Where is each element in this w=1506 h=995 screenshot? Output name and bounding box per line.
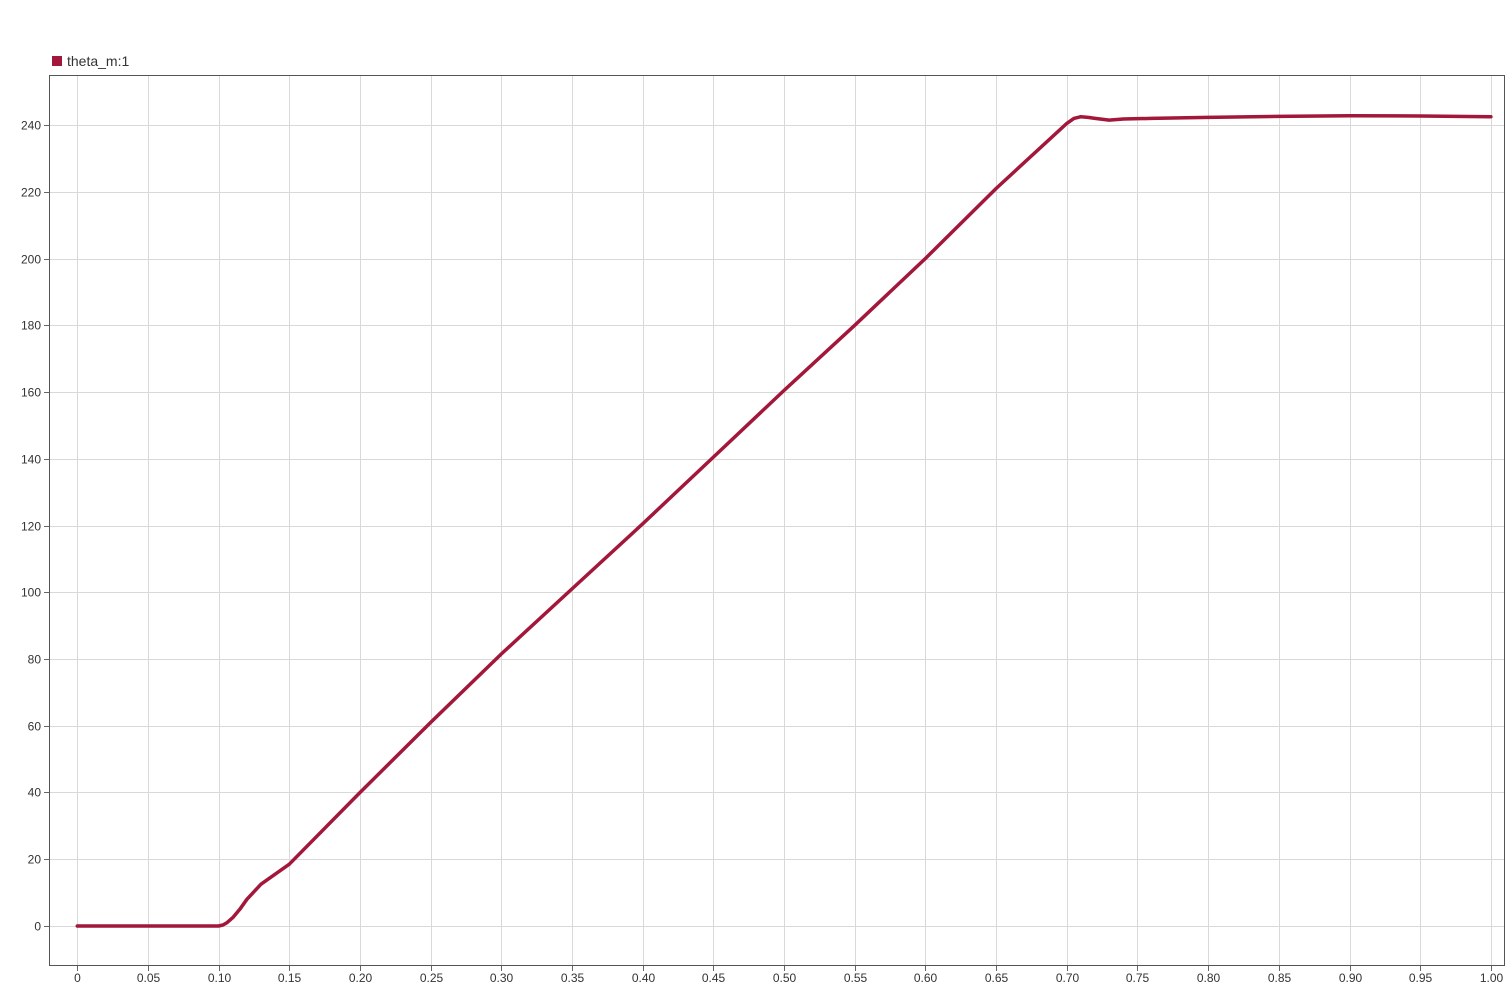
legend-label: theta_m:1: [67, 53, 130, 69]
series-line-0: [75, 113, 1493, 928]
x-tick-label: 0.10: [208, 971, 232, 985]
x-tick-label: 0.75: [1126, 971, 1150, 985]
y-tick-label: 120: [21, 520, 41, 534]
x-tick-label: 0.25: [420, 971, 444, 985]
x-tick-label: 0.80: [1197, 971, 1221, 985]
x-tick-label: 0.20: [349, 971, 373, 985]
x-tick-label: 0.70: [1056, 971, 1080, 985]
x-tick-label: 0.50: [773, 971, 797, 985]
y-tick-label: 140: [21, 453, 41, 467]
x-tick-label: 0.35: [561, 971, 585, 985]
y-tick-label: 160: [21, 386, 41, 400]
x-tick-label: 0.65: [985, 971, 1009, 985]
x-tick-label: 0.45: [702, 971, 726, 985]
x-tick-label: 1.00: [1480, 971, 1504, 985]
x-tick-label: 0.40: [632, 971, 656, 985]
x-tick-label: 0.90: [1339, 971, 1363, 985]
y-tick-label: 240: [21, 119, 41, 133]
y-tick-label: 0: [34, 920, 41, 934]
x-tick-label: 0: [74, 971, 81, 985]
x-tick-label: 0.85: [1268, 971, 1292, 985]
y-tick-label: 20: [28, 853, 42, 867]
legend-swatch: [52, 56, 62, 66]
x-tick-label: 0.95: [1409, 971, 1433, 985]
y-tick-label: 40: [28, 786, 42, 800]
x-tick-label: 0.60: [914, 971, 938, 985]
y-tick-label: 220: [21, 186, 41, 200]
y-tick-label: 80: [28, 653, 42, 667]
y-tick-label: 60: [28, 720, 42, 734]
y-tick-label: 100: [21, 586, 41, 600]
x-tick-label: 0.30: [490, 971, 514, 985]
legend[interactable]: theta_m:1: [52, 52, 129, 70]
y-tick-label: 180: [21, 319, 41, 333]
plot-frame: [49, 75, 1505, 966]
x-tick-label: 0.55: [844, 971, 868, 985]
y-tick-label: 200: [21, 253, 41, 267]
x-tick-label: 0.05: [137, 971, 161, 985]
x-tick-label: 0.15: [278, 971, 302, 985]
